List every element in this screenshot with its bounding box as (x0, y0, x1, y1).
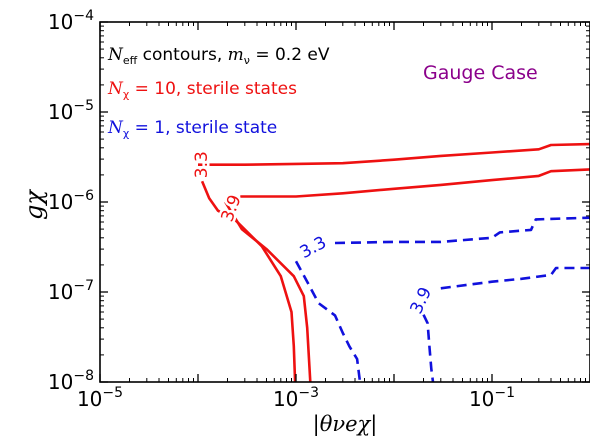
red-legend-text: = 10, sterile states (129, 79, 297, 99)
mnu-symbol: m (228, 45, 244, 65)
y-tick-label: 10−5 (48, 98, 94, 124)
x-tick-label-base: 10 (469, 387, 494, 411)
x-tick-label: 10−5 (77, 385, 123, 411)
y-tick-label-base: 10 (48, 280, 73, 304)
legend-annotations: Neff contours, mν = 0.2 eV Nχ = 10, ster… (107, 45, 538, 140)
neff-annotation: Neff contours, mν = 0.2 eV (107, 45, 330, 67)
mnu-subscript: ν (244, 54, 250, 67)
gauge-case-annotation: Gauge Case (423, 62, 538, 84)
y-tick-label: 10−6 (48, 188, 94, 214)
x-tick-label-exponent: −1 (494, 385, 515, 401)
red-legend-subscript: χ (123, 88, 130, 101)
blue-legend-text: = 1, sterile state (129, 118, 277, 138)
neff-subscript: eff (123, 54, 138, 67)
x-tick-label-exponent: −5 (102, 385, 123, 401)
y-tick-label-base: 10 (48, 190, 73, 214)
y-tick-label-base: 10 (48, 370, 73, 394)
plot-background (100, 22, 590, 382)
contour-line-red-3-9-1 (240, 168, 590, 198)
red-legend-symbol: N (107, 79, 124, 99)
y-axis-label: gχ (20, 189, 48, 220)
y-tick-label-exponent: −4 (73, 8, 94, 24)
y-tick-label-base: 10 (48, 100, 73, 124)
y-tick-label: 10−7 (48, 278, 94, 304)
contour-line-blue-3-3-4 (334, 216, 590, 245)
contour-label-red-0: 3.3 (192, 151, 212, 178)
contour-line-blue-3-9-7 (422, 314, 435, 383)
y-tick-label-exponent: −8 (73, 368, 94, 384)
y-tick-label-base: 10 (48, 10, 73, 34)
x-tick-label-base: 10 (273, 387, 298, 411)
mnu-value: = 0.2 eV (250, 45, 330, 65)
y-tick-label: 10−4 (48, 8, 94, 34)
y-tick-label-exponent: −5 (73, 98, 94, 114)
neff-symbol: N (107, 45, 124, 65)
neff-text: contours, (137, 45, 227, 65)
tick-layer: 10−5 10−3 10−110−810−710−610−510−4 (48, 8, 590, 411)
blue-legend-subscript: χ (123, 127, 130, 140)
blue-legend-symbol: N (107, 118, 124, 138)
series-layer (198, 142, 590, 383)
x-tick-label: 10−1 (469, 385, 515, 411)
y-tick-label: 10−8 (48, 368, 94, 394)
red-legend-annotation: Nχ = 10, sterile states (107, 79, 297, 101)
x-axis-label: |θνeχ| (313, 412, 378, 437)
blue-legend-annotation: Nχ = 1, sterile state (107, 118, 277, 140)
y-tick-label-exponent: −6 (73, 188, 94, 204)
contour-line-red-3-3-0 (198, 142, 590, 166)
x-tick-label-exponent: −3 (298, 385, 319, 401)
contour-line-blue-3-3-5 (294, 260, 362, 383)
contour-line-red-3-9-3 (224, 201, 312, 383)
contour-line-blue-3-9-6 (440, 266, 590, 290)
x-tick-label-base: 10 (77, 387, 102, 411)
y-tick-label-exponent: −7 (73, 278, 94, 294)
x-tick-label: 10−3 (273, 385, 319, 411)
